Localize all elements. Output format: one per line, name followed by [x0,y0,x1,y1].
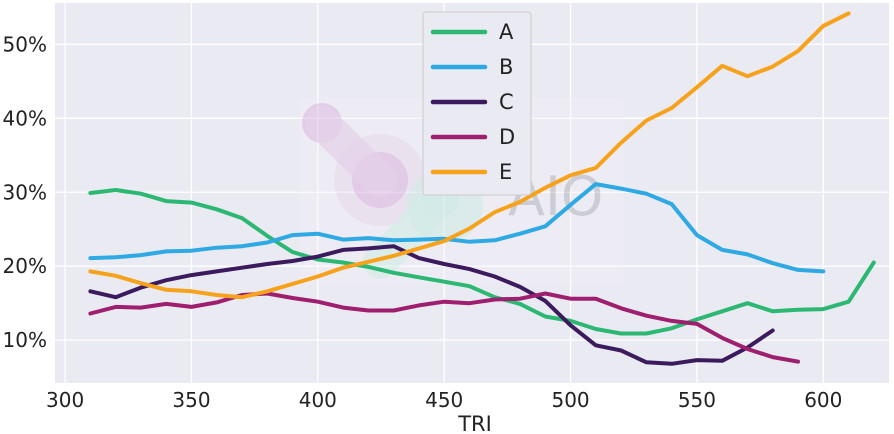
x-axis-tick-labels: 300 350 400 450 500 550 600 [46,388,842,412]
series-line-d [88,291,800,364]
y-tick-label: 40% [3,106,47,130]
legend-label-d: D [499,125,515,149]
x-tick-label: 350 [172,388,210,412]
x-tick-label: 500 [551,388,589,412]
y-tick-label: 10% [3,328,47,352]
series-line-c [88,244,775,366]
x-tick-label: 300 [46,388,84,412]
x-tick-label: 400 [299,388,337,412]
x-tick-label: 600 [804,388,842,412]
y-tick-label: 30% [3,180,47,204]
series-line-a [88,188,876,336]
y-tick-label: 20% [3,254,47,278]
legend-label-b: B [499,55,513,79]
legend-label-c: C [499,90,514,114]
y-axis-tick-labels: 10% 20% 30% 40% 50% [3,32,47,352]
x-tick-label: 550 [678,388,716,412]
y-tick-label: 50% [3,32,47,56]
series-line-e [88,11,851,300]
legend-label-a: A [499,20,514,44]
series-line-b [88,182,826,274]
x-tick-label: 450 [425,388,463,412]
series-lines [88,11,876,366]
x-axis-title: TRI [457,412,492,434]
legend-label-e: E [499,160,512,184]
